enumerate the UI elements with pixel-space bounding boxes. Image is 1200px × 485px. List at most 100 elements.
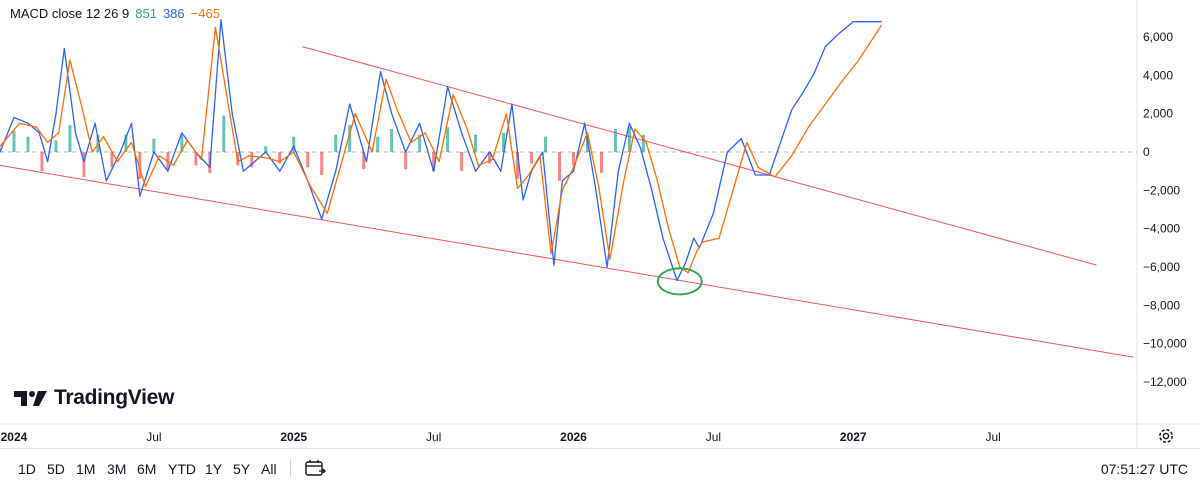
macd-point [419,122,421,124]
signal-point [687,272,689,274]
macd-line [0,19,882,282]
signal-point [410,141,412,144]
histogram-bar [124,134,128,152]
histogram-bar [306,152,310,168]
chart-grid [0,0,1200,448]
timeframe-5y[interactable]: 5Y [233,461,251,477]
histogram-bar [390,129,394,152]
macd-point [119,151,121,153]
brand-name: TradingView [54,386,175,409]
signal-point [869,42,871,44]
signal-point [701,241,703,243]
signal-point [144,185,147,188]
macd-point [94,122,96,124]
signal-point [69,59,71,61]
histogram-bar [376,136,380,152]
gear-icon[interactable] [1157,427,1175,445]
histogram-bar [334,134,338,152]
macd-point [572,170,575,172]
timeframe-6m[interactable]: 6M [137,461,157,477]
legend-hist-value: 851 [135,6,157,21]
histogram-bar [12,130,16,152]
histogram-bar [152,138,156,152]
macd-point [676,279,678,282]
histogram-bar [68,125,72,152]
signal-point [35,126,37,128]
timeframe-1y[interactable]: 1Y [205,461,223,477]
timeframe-ytd[interactable]: YTD [168,461,196,477]
signal-point [265,157,267,159]
tradingview-logo-icon [14,391,47,406]
signal-point [116,160,119,163]
macd-point [405,151,407,153]
macd-point [802,91,804,94]
macd-point [522,199,524,201]
macd-series [0,19,882,282]
macd-point [824,45,826,48]
signal-point [718,237,720,239]
histogram-bar [599,152,603,174]
x-tick-label: 2026 [560,430,587,444]
price-axis[interactable]: 6,000 4,000 2,000 0 −2,000 −4,000 −6,000 −8,000… [1143,30,1187,389]
signal-point [656,180,659,182]
macd-point [231,113,233,115]
histogram-bar [544,136,548,152]
macd-point [542,151,544,153]
y-tick-label: 6,000 [1143,30,1173,44]
macd-point [153,151,155,153]
histogram-bar [166,152,170,170]
x-tick-label: Jul [426,430,441,444]
signal-point [824,103,826,105]
x-tick-label: 2027 [840,430,867,444]
macd-point [391,113,393,115]
indicator-legend[interactable]: MACD close 12 26 9 851 386 −465 [10,6,226,21]
signal-point [396,109,398,111]
macd-point [379,70,382,73]
trendlines[interactable] [0,46,1134,358]
signal-point [561,189,563,191]
histogram-bar [292,136,296,152]
signal-point [491,159,493,161]
time-axis[interactable]: 2024 Jul 2025 Jul 2026 Jul 2027 Jul [1,430,1001,444]
y-tick-label: 2,000 [1143,107,1173,121]
signal-point [371,151,373,153]
timeframe-5d[interactable]: 5D [47,461,65,477]
macd-point [38,132,40,134]
macd-point [754,174,756,176]
histogram-bar [488,152,492,164]
signal-point [80,103,82,105]
signal-point [340,162,342,165]
timeframe-1d[interactable]: 1D [18,461,36,477]
signal-point [214,26,217,29]
histogram-bar [194,152,198,166]
timeframe-1m[interactable]: 1M [76,461,96,477]
histogram-bar [530,152,534,164]
macd-point [447,86,449,88]
macd-point [474,170,477,172]
macd-point [293,145,295,147]
macd-point [139,195,141,197]
timeframe-all[interactable]: All [261,461,277,477]
signal-point [757,166,759,168]
histogram-bar [502,132,506,152]
histogram-bar [404,152,408,170]
timeframe-3m[interactable]: 3M [107,461,127,477]
macd-point [349,103,351,105]
signal-point [200,159,203,161]
signal-point [226,93,228,96]
macd-point [242,170,244,172]
macd-point [584,122,586,124]
signal-point [539,155,541,157]
macd-point [335,170,337,172]
calendar-icon[interactable] [304,458,326,478]
macd-point [55,113,57,115]
histogram-bar [180,134,184,152]
histogram-bar [418,134,422,152]
signal-point [130,141,133,144]
y-tick-label: 4,000 [1143,68,1173,82]
macd-point [321,218,323,220]
histogram-bar [460,152,464,172]
histogram-bar [348,125,352,152]
legend-macd-value: 386 [162,6,185,21]
